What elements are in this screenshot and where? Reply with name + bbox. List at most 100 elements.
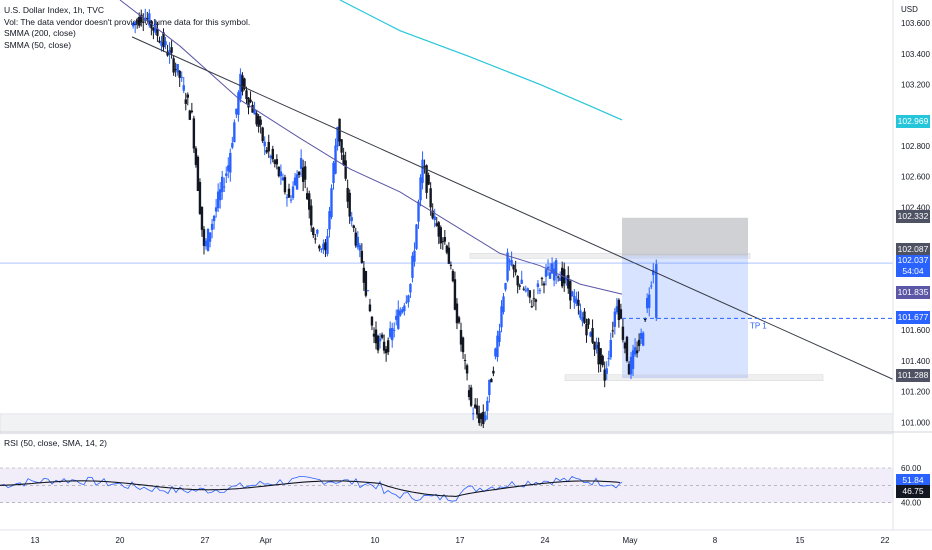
candle-body [417, 201, 420, 222]
candle-body [619, 309, 623, 319]
candle-body [188, 110, 192, 120]
resistance-box [469, 253, 751, 259]
candle-body [548, 272, 552, 279]
candle-body [208, 232, 212, 242]
candle-body [502, 296, 505, 313]
candle-body [253, 109, 256, 115]
candle-body [131, 22, 135, 27]
rsi-tick-label: 40.00 [901, 499, 922, 508]
candle-body [463, 359, 467, 361]
candle-body [409, 283, 412, 293]
candle-body [506, 252, 509, 281]
candle-body [459, 329, 463, 345]
candle-body [182, 85, 185, 91]
candle-body [142, 21, 145, 23]
smma50-legend[interactable]: SMMA (50, close) [4, 39, 72, 50]
candle-body [378, 338, 382, 342]
candle-body [190, 110, 194, 113]
candle-body [569, 280, 572, 301]
candle-body [206, 228, 210, 251]
candle-body [544, 269, 548, 277]
candle-body [534, 299, 538, 302]
candle-body [603, 369, 606, 381]
price-tick-label: 101.400 [901, 357, 930, 366]
candle-body [585, 324, 588, 336]
candle-body [435, 223, 438, 226]
candle-body [227, 165, 230, 172]
candle-body [593, 341, 596, 350]
candle-body [395, 315, 398, 320]
time-tick-label: 10 [371, 536, 380, 545]
candle-body [255, 113, 258, 125]
candle-body [565, 277, 568, 281]
time-tick-label: 20 [116, 536, 125, 545]
candle-body [401, 309, 404, 313]
candle-body [196, 156, 200, 191]
rsi-ma-line [0, 480, 621, 497]
bottom-range-box [0, 413, 894, 435]
candle-body [180, 76, 183, 78]
candle-body [597, 342, 600, 365]
candle-body [461, 337, 465, 353]
symbol-title[interactable]: U.S. Dollar Index, 1h, TVC [4, 5, 104, 15]
rsi-legend[interactable]: RSI (50, close, SMA, 14, 2) [4, 438, 107, 448]
candle-body [399, 310, 402, 316]
candle-body [332, 162, 335, 183]
candle-body [528, 290, 532, 298]
candle-body [611, 330, 614, 332]
candle-body [524, 290, 527, 292]
candle-body [652, 269, 655, 276]
candle-body [439, 227, 442, 244]
candle-body [210, 223, 214, 230]
candle-body [599, 348, 602, 365]
candle-body [366, 290, 370, 292]
candle-body [146, 18, 149, 20]
candle-body [164, 41, 167, 46]
candle-body [455, 303, 459, 324]
candle-body [306, 193, 309, 200]
candle-body [623, 342, 627, 349]
candle-body [245, 90, 248, 100]
candle-body [556, 276, 560, 278]
candle-body [158, 40, 161, 43]
candle-body [617, 299, 621, 321]
candle-body [166, 51, 169, 56]
candle-body [162, 32, 165, 48]
candle-body [318, 245, 321, 249]
candle-body [492, 370, 495, 374]
candle-body [575, 298, 578, 304]
candle-body [257, 116, 260, 127]
candle-body [646, 297, 649, 309]
candle-body [354, 232, 357, 246]
candle-body [229, 152, 232, 173]
candle-body [174, 68, 177, 71]
candle-body [380, 334, 384, 338]
candle-body [289, 199, 293, 201]
candle-body [639, 332, 643, 340]
candle-body [631, 350, 635, 369]
candle-body [427, 174, 430, 185]
candle-body [241, 75, 244, 92]
smma200-legend[interactable]: SMMA (200, close) [4, 28, 76, 38]
candle-body [484, 415, 487, 421]
smma50-line [119, 0, 623, 295]
price-tick-label: 102.400 [901, 203, 930, 212]
candle-body [605, 368, 608, 374]
candle-body [522, 288, 525, 290]
candle-body [281, 177, 285, 181]
candle-body [214, 207, 218, 212]
currency-label: USD [901, 5, 918, 14]
candle-body [360, 250, 364, 263]
candle-body [635, 350, 639, 354]
candle-body [283, 177, 287, 193]
candle-body [405, 301, 408, 303]
candle-body [178, 70, 181, 78]
candle-body [587, 318, 590, 325]
candle-body [536, 283, 540, 287]
candle-body [613, 311, 617, 327]
candle-body [324, 242, 327, 251]
candle-body [516, 276, 519, 286]
candle-body [299, 158, 303, 169]
candle-body [200, 206, 204, 230]
